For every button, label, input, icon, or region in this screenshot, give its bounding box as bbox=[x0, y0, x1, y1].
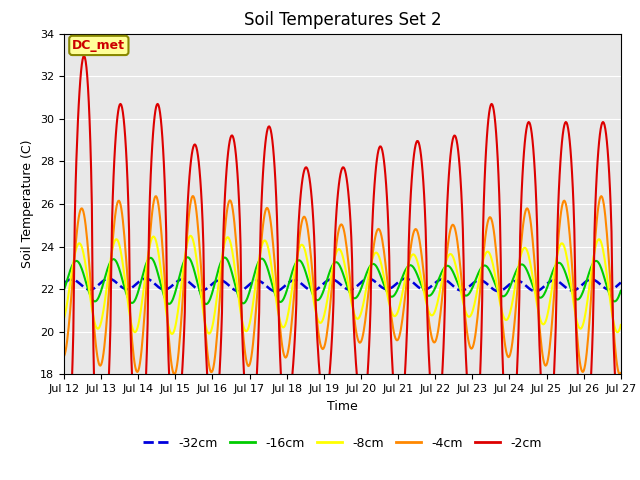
-32cm bbox=[70, 277, 78, 283]
-16cm bbox=[60, 287, 68, 293]
-32cm bbox=[532, 288, 540, 294]
Text: DC_met: DC_met bbox=[72, 39, 125, 52]
-8cm bbox=[617, 322, 625, 328]
-32cm bbox=[214, 278, 221, 284]
Legend: -32cm, -16cm, -8cm, -4cm, -2cm: -32cm, -16cm, -8cm, -4cm, -2cm bbox=[138, 432, 547, 455]
-4cm bbox=[214, 320, 222, 325]
-4cm bbox=[70, 260, 78, 265]
-2cm bbox=[80, 53, 88, 59]
-4cm bbox=[616, 372, 624, 377]
-16cm bbox=[428, 291, 436, 297]
-2cm bbox=[412, 142, 419, 148]
-4cm bbox=[411, 227, 419, 232]
-16cm bbox=[184, 254, 192, 260]
-32cm bbox=[60, 280, 68, 286]
-16cm bbox=[215, 265, 223, 271]
Title: Soil Temperatures Set 2: Soil Temperatures Set 2 bbox=[244, 11, 441, 29]
-32cm bbox=[617, 280, 625, 286]
-4cm bbox=[184, 223, 192, 229]
-8cm bbox=[428, 312, 436, 318]
-2cm bbox=[70, 272, 78, 278]
-16cm bbox=[185, 255, 193, 261]
-16cm bbox=[617, 288, 625, 294]
-4cm bbox=[428, 332, 435, 337]
-4cm bbox=[617, 370, 625, 376]
-2cm bbox=[129, 396, 137, 402]
-32cm bbox=[428, 284, 435, 289]
-32cm bbox=[402, 276, 410, 281]
-8cm bbox=[215, 278, 223, 284]
Line: -32cm: -32cm bbox=[64, 278, 621, 291]
Line: -4cm: -4cm bbox=[64, 196, 621, 374]
-8cm bbox=[186, 233, 194, 239]
-32cm bbox=[411, 281, 419, 287]
-4cm bbox=[60, 353, 68, 359]
-2cm bbox=[215, 382, 223, 387]
-2cm bbox=[617, 444, 625, 450]
-2cm bbox=[60, 462, 68, 468]
-16cm bbox=[70, 259, 78, 265]
-16cm bbox=[412, 268, 419, 274]
Line: -16cm: -16cm bbox=[64, 257, 621, 304]
X-axis label: Time: Time bbox=[327, 400, 358, 413]
-4cm bbox=[127, 329, 135, 335]
-32cm bbox=[184, 278, 192, 284]
-16cm bbox=[203, 301, 211, 307]
-4cm bbox=[189, 193, 196, 199]
-8cm bbox=[185, 235, 193, 241]
-32cm bbox=[127, 285, 135, 291]
-8cm bbox=[168, 331, 175, 337]
-2cm bbox=[428, 403, 436, 409]
-8cm bbox=[70, 255, 78, 261]
-2cm bbox=[186, 174, 193, 180]
-8cm bbox=[60, 315, 68, 321]
Y-axis label: Soil Temperature (C): Soil Temperature (C) bbox=[22, 140, 35, 268]
-8cm bbox=[127, 321, 135, 327]
Line: -2cm: -2cm bbox=[64, 56, 621, 480]
-16cm bbox=[127, 300, 135, 306]
-8cm bbox=[412, 254, 419, 260]
Line: -8cm: -8cm bbox=[64, 236, 621, 334]
